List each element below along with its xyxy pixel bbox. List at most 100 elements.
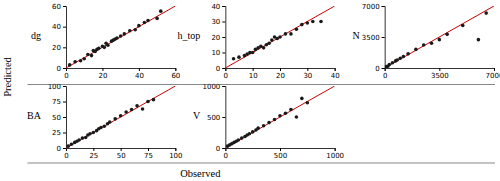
- point: [79, 59, 83, 63]
- tick: 20: [211, 34, 225, 42]
- point: [77, 138, 81, 142]
- reference-line: [225, 86, 334, 148]
- tick-mark: [139, 68, 140, 71]
- point: [284, 111, 288, 115]
- tick-label: 60: [171, 72, 180, 80]
- tick-mark: [494, 68, 495, 71]
- tick: 10: [211, 49, 225, 57]
- point: [133, 28, 137, 32]
- point: [289, 32, 293, 36]
- panel-label: h_top: [178, 30, 201, 41]
- point: [461, 24, 465, 28]
- tick-label: 25: [52, 129, 61, 137]
- point: [119, 114, 123, 118]
- reference-line: [66, 6, 175, 68]
- separator: [28, 84, 496, 85]
- reference-line: [385, 6, 494, 68]
- point: [130, 108, 134, 112]
- tick-label: 0: [216, 65, 220, 73]
- point: [68, 63, 72, 67]
- tick-label: 20: [98, 72, 107, 80]
- point: [422, 43, 426, 47]
- tick: 3500: [431, 68, 449, 80]
- axis-line: [222, 7, 226, 69]
- point: [391, 61, 395, 65]
- tick-label: 500: [207, 114, 220, 122]
- panel: 035007000035007000: [362, 3, 500, 80]
- tick: 100: [48, 83, 66, 91]
- point: [295, 115, 299, 119]
- point: [406, 52, 410, 56]
- panel-label: dg: [31, 30, 41, 41]
- point: [102, 46, 106, 50]
- point: [81, 136, 85, 140]
- tick: 3500: [362, 34, 385, 42]
- point: [123, 32, 127, 36]
- tick-label: 3500: [431, 72, 449, 80]
- tick-label: 0: [224, 72, 228, 80]
- y-axis-title: Predicted: [2, 56, 13, 96]
- axis-line: [382, 7, 386, 69]
- tick-label: 1000: [326, 152, 344, 160]
- tick-mark: [222, 53, 225, 54]
- point: [267, 41, 271, 45]
- reference-line: [66, 86, 175, 148]
- tick-label: 0: [383, 72, 387, 80]
- tick: 30: [303, 68, 312, 80]
- tick-mark: [63, 68, 66, 69]
- tick-mark: [307, 68, 308, 71]
- tick: 50: [52, 114, 66, 122]
- tick-label: 0: [216, 145, 220, 153]
- point: [311, 20, 315, 24]
- tick-label: 25: [89, 152, 98, 160]
- point: [119, 34, 123, 38]
- tick: 500: [207, 114, 225, 122]
- tick-label: 0: [64, 152, 68, 160]
- point: [278, 114, 282, 118]
- tick-label: 50: [117, 152, 126, 160]
- panel-label: BA: [27, 110, 42, 121]
- tick-mark: [222, 117, 225, 118]
- point: [306, 101, 310, 105]
- tick-mark: [63, 6, 66, 7]
- point: [430, 41, 434, 45]
- point: [262, 46, 266, 50]
- tick: 60: [171, 68, 180, 80]
- tick-mark: [253, 68, 254, 71]
- reference-line: [225, 6, 334, 68]
- tick: 20: [98, 68, 107, 80]
- axis: 0 3500 7000: [383, 68, 500, 80]
- tick: 25: [52, 129, 66, 137]
- point: [267, 121, 271, 125]
- tick-label: 75: [144, 152, 153, 160]
- point: [237, 55, 241, 59]
- tick-mark: [63, 47, 66, 48]
- tick-mark: [222, 86, 225, 87]
- tick: 0: [216, 145, 225, 153]
- tick: 7000: [362, 3, 385, 11]
- tick: 0: [57, 65, 66, 73]
- tick: 30: [211, 18, 225, 26]
- plot-area: [225, 86, 334, 148]
- point: [152, 98, 156, 102]
- tick-mark: [175, 148, 176, 151]
- tick-label: 10: [211, 49, 220, 57]
- point: [232, 57, 236, 61]
- tick-label: 100: [169, 152, 182, 160]
- point: [70, 142, 74, 146]
- axis-line: [226, 69, 335, 72]
- point: [113, 117, 117, 121]
- panel-label: N: [352, 30, 359, 41]
- tick-label: 0: [57, 145, 61, 153]
- point: [248, 132, 252, 136]
- tick: 20: [276, 68, 285, 80]
- tick-label: 60: [52, 3, 61, 11]
- axis: 05001000: [224, 148, 344, 160]
- point: [82, 57, 86, 61]
- tick: 7000: [486, 68, 500, 80]
- tick-label: 30: [303, 72, 312, 80]
- border: [28, 163, 496, 164]
- panel: 02550751000255075100: [48, 83, 183, 160]
- point: [135, 104, 139, 108]
- axis: 0255075100: [48, 83, 67, 153]
